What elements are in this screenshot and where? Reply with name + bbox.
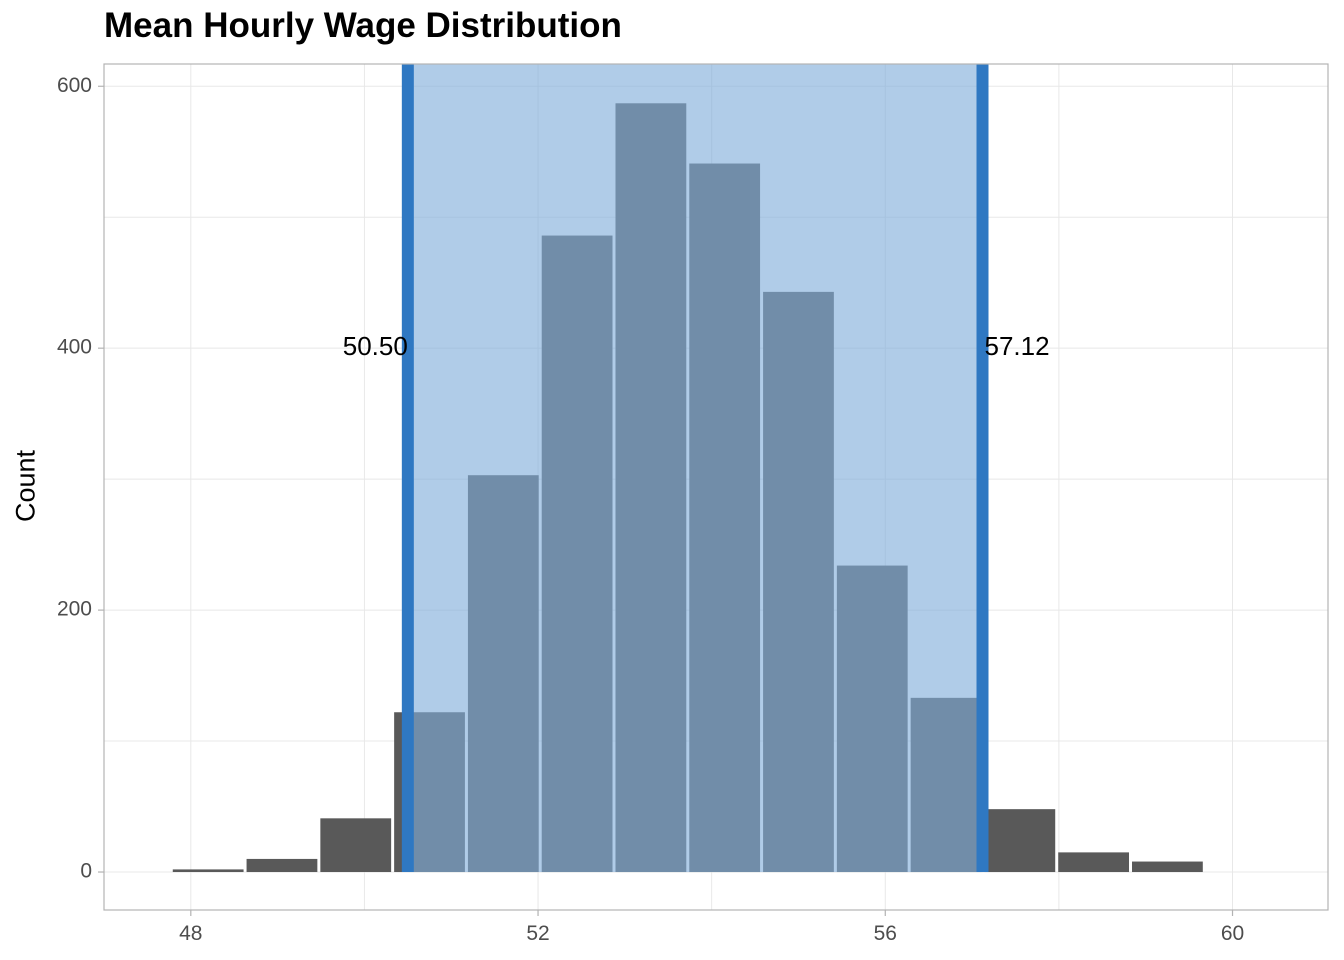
y-tick-label: 0 — [80, 860, 92, 883]
chart-title: Mean Hourly Wage Distribution — [104, 6, 622, 45]
interval-shade — [407, 64, 983, 873]
histogram-bar-0 — [172, 869, 244, 873]
y-tick-label: 600 — [57, 74, 92, 97]
x-tick-label: 56 — [874, 922, 897, 945]
upper-bound-label: 57.12 — [985, 331, 1050, 361]
histogram-bar-12 — [1058, 852, 1130, 873]
lower-bound-label: 50.50 — [343, 331, 408, 361]
panel-border — [103, 63, 1329, 911]
histogram-bar-11 — [984, 809, 1056, 873]
y-tick-label: 400 — [57, 336, 92, 359]
histogram-bar-1 — [246, 858, 318, 873]
x-tick-label: 48 — [179, 922, 202, 945]
histogram-bar-2 — [320, 818, 392, 873]
interval-region — [401, 64, 989, 873]
interval-labels: 50.50 57.12 — [343, 331, 1050, 361]
x-tick-label: 60 — [1221, 922, 1244, 945]
y-tick-label: 200 — [57, 598, 92, 621]
histogram-bar-13 — [1132, 861, 1203, 873]
x-tick-label: 52 — [526, 922, 549, 945]
